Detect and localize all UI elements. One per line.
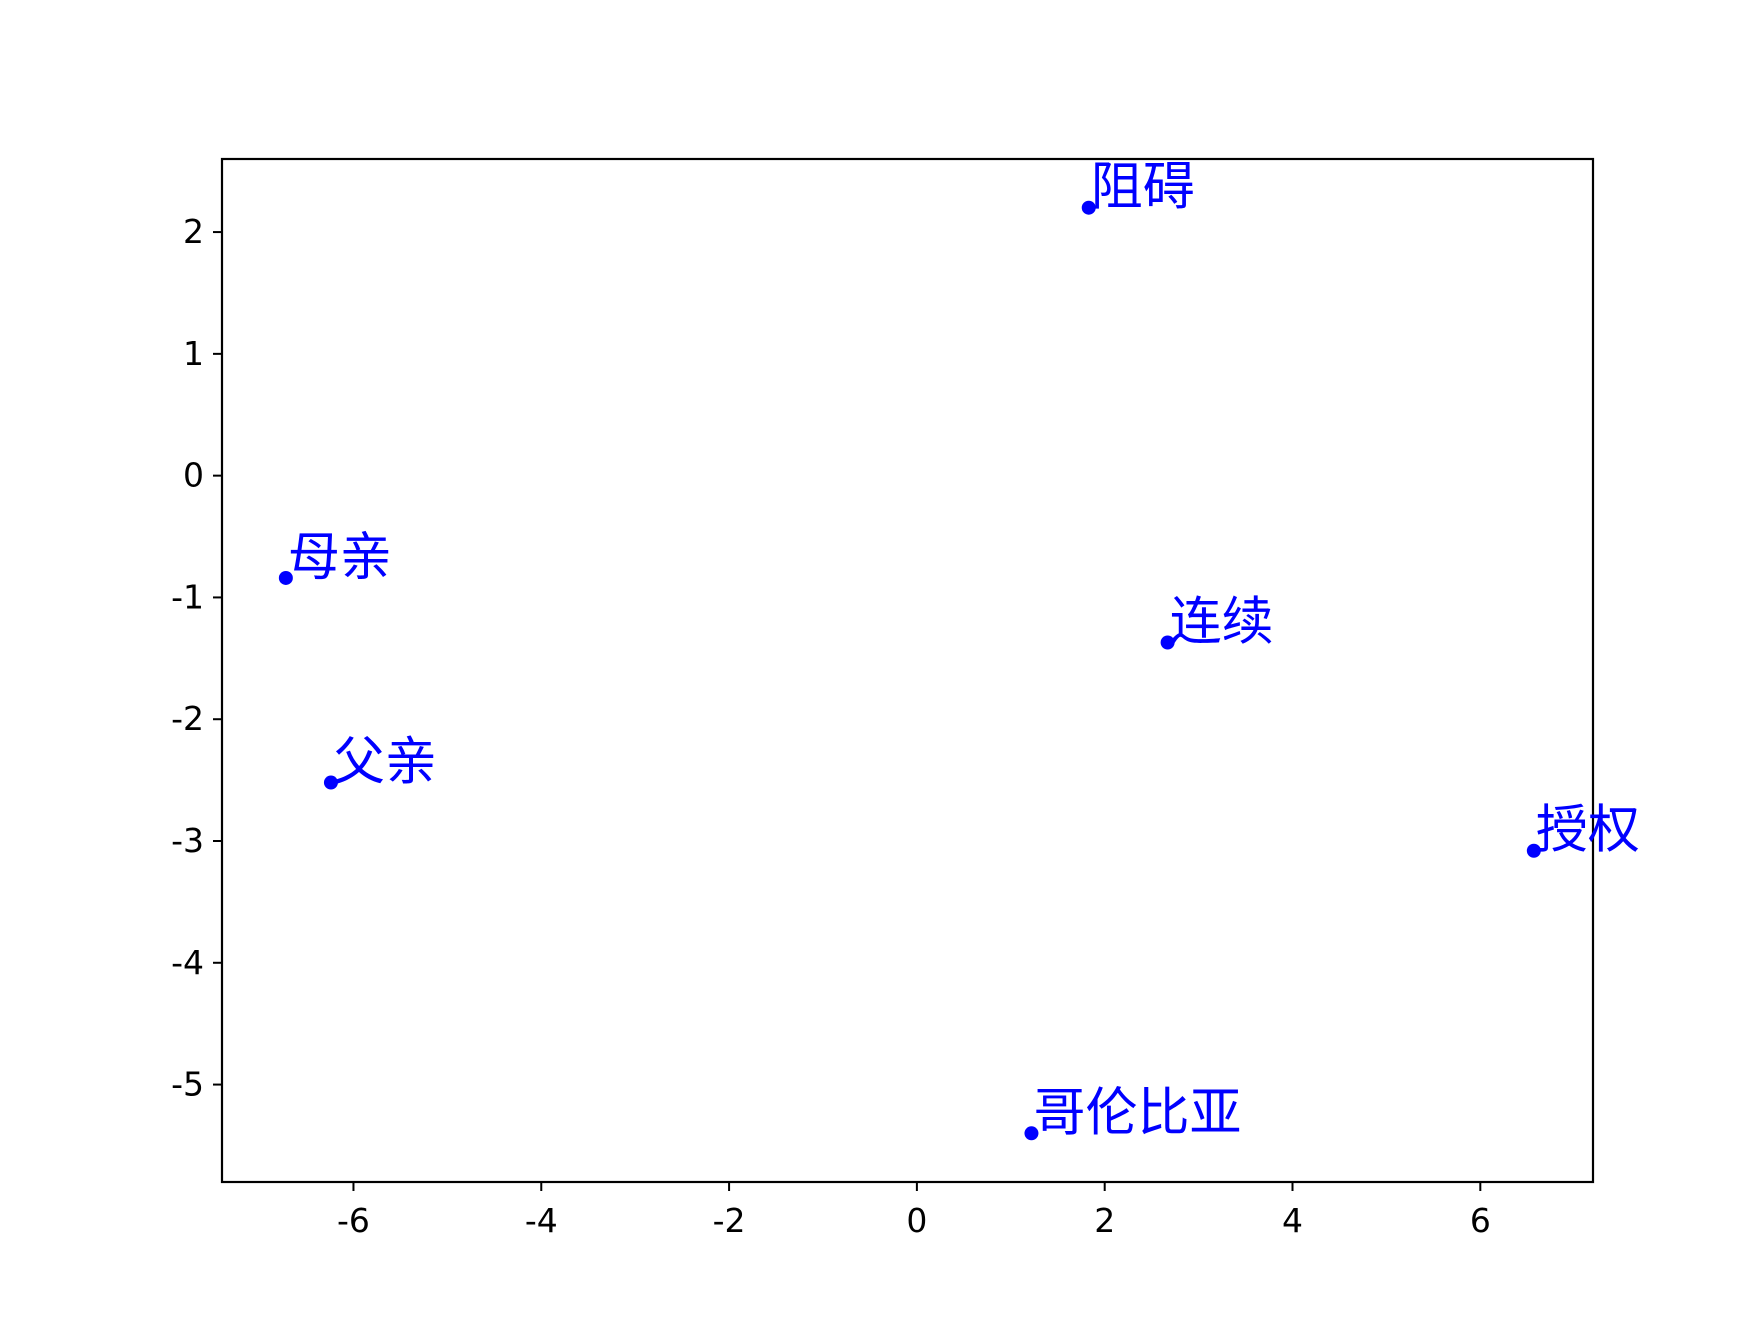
point-label: 连续 [1170, 592, 1274, 652]
y-tick-label: -3 [171, 821, 204, 860]
scatter-point [323, 775, 338, 790]
scatter-point [1024, 1126, 1039, 1141]
point-label: 母亲 [288, 528, 392, 588]
y-tick-label: -4 [171, 943, 204, 982]
y-tick-label: -1 [171, 577, 204, 616]
axis-ticks: -6 -4 -2 0 2 4 6 2 1 0 -1 -2 -3 -4 -5 [171, 212, 1491, 1240]
scatter-point [1160, 635, 1175, 650]
point-label: 父亲 [333, 733, 437, 793]
x-tick-label: 6 [1470, 1201, 1491, 1240]
x-tick-label: 4 [1282, 1201, 1303, 1240]
x-tick-label: -2 [713, 1201, 746, 1240]
point-label: 授权 [1536, 801, 1640, 861]
y-tick-label: 0 [183, 456, 204, 495]
x-tick-label: 0 [906, 1201, 927, 1240]
scatter-point [1081, 200, 1096, 215]
plot-area-frame [220, 157, 1595, 1184]
scatter-point [1526, 843, 1541, 858]
y-tick-label: -2 [171, 699, 204, 738]
y-tick-label: 2 [183, 212, 204, 251]
scatter-point [278, 570, 293, 585]
y-tick-label: 1 [183, 334, 204, 373]
x-tick-label: -4 [525, 1201, 558, 1240]
point-label: 哥伦比亚 [1033, 1083, 1241, 1143]
y-tick-label: -5 [171, 1065, 204, 1104]
x-tick-label: -6 [337, 1201, 370, 1240]
x-tick-label: 2 [1094, 1201, 1115, 1240]
point-label: 阻碍 [1091, 158, 1195, 218]
